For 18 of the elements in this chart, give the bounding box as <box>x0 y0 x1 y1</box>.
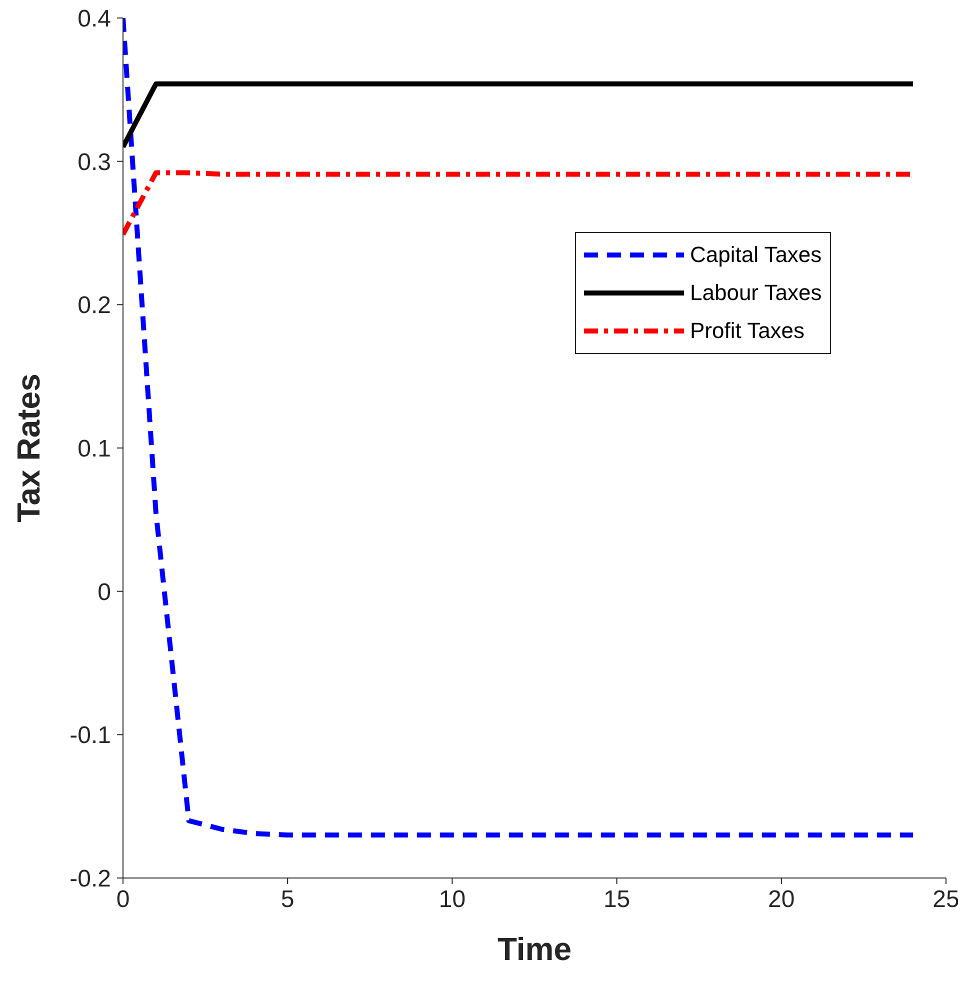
y-tick-label: 0.2 <box>78 292 111 320</box>
y-axis-title: Tax Rates <box>10 374 46 522</box>
x-tick-label: 5 <box>280 886 294 914</box>
y-tick-label: -0.2 <box>70 866 111 893</box>
x-tick-label: 0 <box>116 886 130 914</box>
y-tick-label: 0.4 <box>78 6 111 33</box>
y-tick-label: 0.1 <box>78 436 111 463</box>
legend-label: Capital Taxes <box>690 241 822 269</box>
legend-label: Profit Taxes <box>690 317 805 345</box>
y-tick-label: -0.1 <box>70 722 111 750</box>
legend-label: Labour Taxes <box>690 279 822 307</box>
x-tick-label: 15 <box>603 886 630 914</box>
x-tick-label: 10 <box>438 886 466 914</box>
y-tick-label: 0 <box>98 578 111 606</box>
x-axis-title: Time <box>497 931 572 967</box>
x-tick-label: 25 <box>932 886 960 914</box>
x-tick-label: 20 <box>768 886 795 914</box>
y-tick-label: 0.3 <box>78 148 111 176</box>
